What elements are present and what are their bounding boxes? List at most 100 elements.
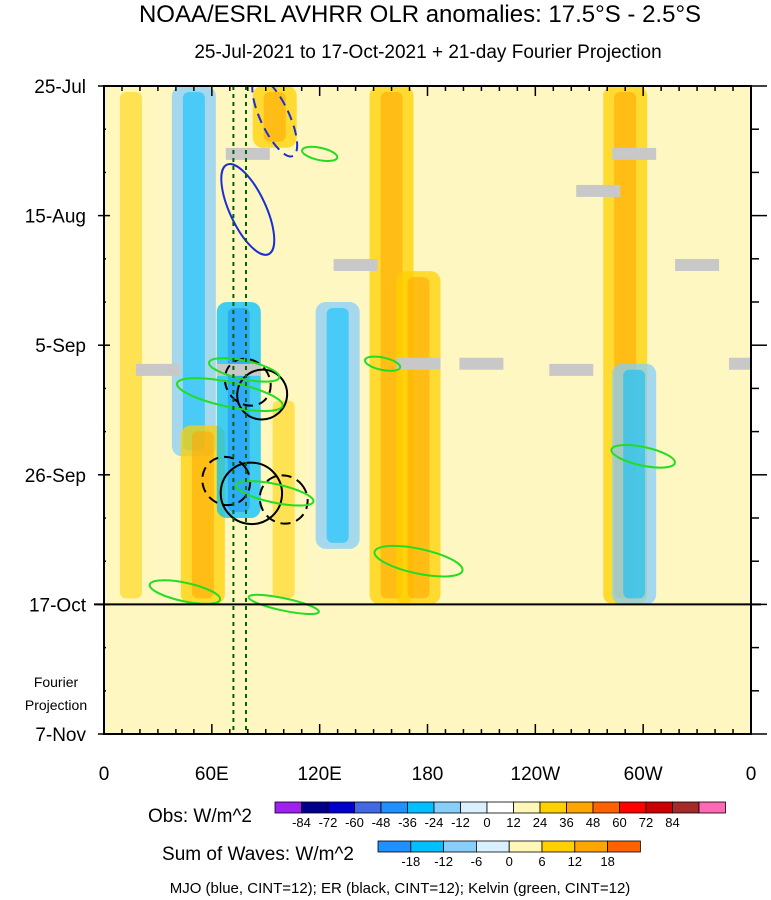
legend-swatch: [592, 801, 620, 814]
kelvin-contour: [148, 579, 222, 605]
missing-data-block: [225, 147, 270, 160]
legend-swatch: [407, 801, 435, 814]
waves-legend-bar: -18 -12 -6 0 6 12 18: [377, 840, 641, 869]
er-contour: [223, 357, 272, 407]
x-axis-ticks: 0 60E 120E 180 120W 60W 0: [99, 86, 757, 785]
legend-level-label: 0: [483, 815, 490, 830]
legend-level-label: 72: [639, 815, 653, 830]
legend-swatch: [274, 801, 302, 814]
kelvin-contour: [235, 480, 315, 507]
legend-level-label: 24: [533, 815, 547, 830]
kelvin-contour: [610, 444, 676, 469]
y-tick-label: 25-Jul: [34, 77, 86, 98]
legend-level-label: -18: [401, 854, 420, 869]
legend-swatch: [443, 840, 477, 853]
legend-swatch: [433, 801, 461, 814]
legend-level-label: -60: [345, 815, 364, 830]
legend-swatch: [672, 801, 700, 814]
projection-label-line-1: Fourier: [34, 674, 79, 690]
chart-title: NOAA/ESRL AVHRR OLR anomalies: 17.5°S - …: [139, 1, 701, 28]
legend-level-label: 0: [506, 854, 513, 869]
obs-legend-label: Obs: W/m^2: [148, 806, 252, 827]
legend-swatch: [607, 840, 641, 853]
missing-data-block: [396, 357, 441, 370]
missing-data-block: [135, 363, 180, 376]
legend-level-label: -12: [451, 815, 470, 830]
anomaly-band-core: [182, 92, 205, 451]
x-tick-label: 120E: [297, 764, 341, 785]
legend-level-label: 84: [665, 815, 679, 830]
legend-level-label: -12: [434, 854, 453, 869]
anomaly-band-core: [263, 92, 286, 142]
kelvin-contour: [301, 145, 339, 162]
x-tick-label: 120W: [511, 764, 561, 785]
kelvin-contour: [373, 544, 464, 578]
projection-label-line-2: Projection: [25, 697, 87, 713]
legend-swatch: [619, 801, 647, 814]
legend-swatch: [301, 801, 329, 814]
y-tick-label: 5-Sep: [35, 336, 86, 357]
kelvin-contour: [247, 593, 320, 616]
legend-level-label: -48: [372, 815, 391, 830]
anomaly-band-core: [119, 92, 142, 599]
legend-swatch: [354, 801, 382, 814]
y-tick-label: 26-Sep: [25, 466, 86, 487]
legend-swatch: [460, 801, 488, 814]
legend-level-label: 12: [506, 815, 520, 830]
legend-swatch: [574, 840, 608, 853]
legend-level-label: 60: [612, 815, 626, 830]
mjo-contour: [220, 163, 276, 256]
er-contour: [219, 461, 284, 526]
legend-swatch: [566, 801, 594, 814]
legend-level-label: 12: [568, 854, 582, 869]
waves-legend-label: Sum of Waves: W/m^2: [162, 844, 354, 865]
anomaly-band-core: [623, 369, 646, 599]
anomaly-band-core: [191, 431, 214, 599]
missing-data-block: [459, 357, 504, 370]
chart-subtitle: 25-Jul-2021 to 17-Oct-2021 + 21-day Four…: [194, 42, 661, 63]
missing-data-block: [729, 357, 751, 370]
y-tick-label: 15-Aug: [25, 207, 86, 228]
anomaly-band-core: [272, 400, 295, 599]
wave-contours: [148, 86, 676, 616]
legend-level-label: 36: [559, 815, 573, 830]
legend-level-label: -6: [471, 854, 483, 869]
legend-swatch: [539, 801, 567, 814]
legend-swatch: [486, 801, 514, 814]
legend-swatch: [513, 801, 541, 814]
legend-level-label: -84: [292, 815, 311, 830]
legend-swatch: [541, 840, 576, 853]
legend-swatch: [410, 840, 444, 853]
legend-swatch: [377, 840, 412, 853]
mjo-contour: [251, 86, 299, 158]
legend-level-label: -72: [319, 815, 338, 830]
kelvin-contour: [176, 377, 284, 413]
x-tick-label: 0: [746, 764, 757, 785]
kelvin-contour: [363, 355, 402, 372]
legend-swatch: [645, 801, 673, 814]
anomaly-band-core: [326, 308, 349, 543]
legend-level-label: 6: [538, 854, 545, 869]
legend-level-label: -36: [398, 815, 417, 830]
missing-data-blocks: [135, 147, 751, 376]
y-tick-label: 17-Oct: [29, 595, 87, 616]
missing-data-block: [549, 363, 594, 376]
missing-data-block: [612, 147, 657, 160]
y-axis-ticks: 25-Jul 15-Aug 5-Sep 26-Sep 17-Oct 7-Nov: [25, 77, 767, 746]
legend-swatch: [698, 801, 726, 814]
x-tick-label: 60W: [624, 764, 663, 785]
obs-legend-bar: -84 -72 -60 -48 -36 -24 -12 0 12 24 36 48 60 72 84: [274, 801, 726, 830]
legend-swatch: [508, 840, 543, 853]
legend-level-label: 18: [600, 854, 614, 869]
legend-level-label: -24: [425, 815, 444, 830]
legend-level-label: 48: [586, 815, 600, 830]
x-tick-label: 60E: [195, 764, 229, 785]
x-tick-label: 180: [412, 764, 444, 785]
legend-swatch: [327, 801, 355, 814]
er-contour: [258, 474, 309, 525]
y-tick-label: 7-Nov: [35, 725, 86, 746]
x-tick-label: 0: [99, 764, 110, 785]
legend-swatch: [475, 840, 510, 853]
anomaly-band-core: [407, 277, 430, 599]
